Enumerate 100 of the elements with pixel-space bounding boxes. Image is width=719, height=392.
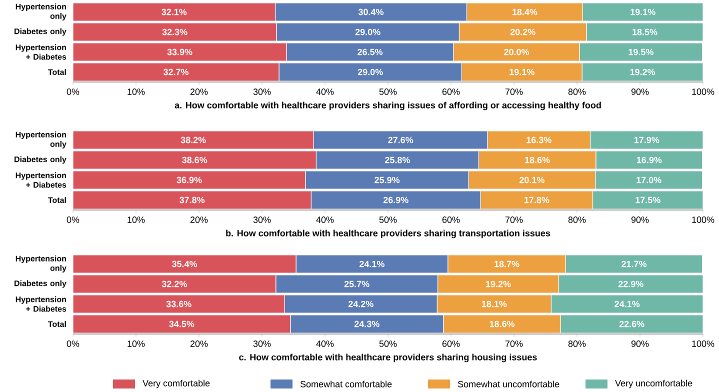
data-label: 16.3%	[526, 136, 552, 144]
data-label: 17.9%	[634, 136, 660, 144]
data-label: 32.2%	[162, 280, 187, 288]
x-tick-label: 80%	[568, 340, 586, 347]
x-axis-title: b. How comfortable with healthcare providers sharing transportation issues	[226, 230, 550, 238]
bar	[278, 62, 462, 82]
bar	[592, 190, 704, 210]
bar	[73, 170, 306, 190]
data-label: 24.1%	[614, 300, 640, 308]
bar	[582, 62, 704, 82]
data-label: 38.2%	[180, 136, 206, 144]
x-tick-label: 10%	[128, 340, 145, 347]
data-label: 18.6%	[490, 320, 515, 328]
data-label: 25.9%	[374, 176, 400, 184]
legend-label: Very uncomfortable	[615, 380, 692, 388]
y-tick-label: Hypertension + Diabetes	[16, 296, 66, 312]
bar	[286, 42, 454, 62]
bar	[558, 274, 704, 294]
data-label: 17.0%	[636, 176, 662, 184]
data-label: 18.5%	[632, 28, 658, 36]
data-label: 20.1%	[520, 176, 544, 184]
y-tick-label: Hypertension + Diabetes	[16, 44, 66, 60]
legend-label: Very comfortable	[142, 380, 210, 388]
y-tick-label: Total	[48, 321, 66, 327]
data-label: 34.5%	[169, 320, 194, 328]
y-tick-label: Total	[48, 69, 66, 75]
bar	[73, 294, 285, 314]
data-label: 18.1%	[482, 300, 507, 308]
bar	[73, 314, 291, 334]
x-tick-label: 30%	[253, 216, 271, 223]
x-tick-label: 0%	[66, 216, 80, 223]
x-tick-label: 70%	[505, 216, 523, 223]
bar	[461, 62, 582, 82]
data-label: 19.5%	[628, 48, 654, 56]
x-tick-label: 80%	[568, 216, 586, 223]
x-tick-label: 10%	[128, 88, 145, 95]
data-label: 19.1%	[630, 8, 656, 16]
data-label: 33.6%	[166, 300, 192, 308]
x-tick-label: 70%	[505, 340, 523, 347]
bar	[550, 294, 704, 314]
data-label: 24.3%	[354, 320, 380, 328]
data-label: 38.6%	[182, 156, 208, 164]
data-label: 20.2%	[510, 28, 536, 36]
y-tick-label: Hypertension only	[16, 132, 66, 148]
y-tick-label: Hypertension + Diabetes	[16, 172, 66, 188]
data-label: 19.1%	[510, 68, 534, 76]
x-tick-label: 60%	[442, 88, 460, 95]
data-label: 29.0%	[358, 68, 383, 76]
data-label: 32.3%	[162, 28, 188, 36]
bar	[443, 314, 561, 334]
x-tick-label: 40%	[316, 216, 334, 223]
data-label: 16.9%	[636, 156, 662, 164]
bar	[560, 314, 704, 334]
data-label: 21.7%	[622, 260, 647, 268]
x-tick-label: 50%	[379, 88, 397, 95]
bar	[73, 42, 287, 62]
bar	[276, 22, 460, 42]
bar	[73, 62, 280, 82]
y-tick-label: Diabetes only	[14, 156, 66, 164]
data-label: 33.9%	[167, 48, 192, 56]
bar	[73, 254, 296, 274]
x-tick-label: 20%	[190, 216, 208, 223]
x-tick-label: 90%	[631, 340, 649, 347]
data-label: 35.4%	[172, 260, 198, 268]
data-label: 17.8%	[524, 196, 550, 204]
bar	[274, 2, 468, 22]
bar	[296, 254, 448, 274]
data-label: 18.4%	[512, 8, 538, 16]
x-tick-label: 100%	[692, 88, 714, 95]
x-axis-title: c. How comfortable with healthcare providers sharing housing issues	[239, 354, 537, 362]
data-label: 24.1%	[360, 260, 384, 268]
x-tick-label: 90%	[631, 88, 649, 95]
data-label: 19.2%	[486, 280, 511, 288]
bar	[73, 2, 276, 22]
x-tick-label: 90%	[631, 216, 649, 223]
x-tick-label: 30%	[253, 88, 271, 95]
y-tick-label: Total	[48, 197, 66, 203]
bar	[466, 2, 583, 22]
data-label: 29.0%	[355, 28, 380, 36]
y-tick-label: Diabetes only	[14, 28, 66, 36]
data-label: 32.1%	[162, 8, 187, 16]
bar	[590, 130, 704, 150]
bar	[594, 170, 703, 190]
x-tick-label: 30%	[253, 340, 271, 347]
data-label: 32.7%	[163, 68, 189, 76]
x-tick-label: 0%	[66, 88, 80, 95]
data-label: 30.4%	[358, 8, 384, 16]
x-tick-label: 0%	[66, 340, 80, 347]
bar	[73, 274, 276, 294]
bar	[73, 22, 277, 42]
data-label: 24.2%	[348, 300, 374, 308]
data-label: 26.5%	[358, 48, 383, 56]
bar	[73, 150, 316, 170]
x-tick-label: 70%	[505, 88, 523, 95]
x-tick-label: 80%	[568, 88, 586, 95]
bar	[73, 190, 312, 210]
bar	[453, 42, 580, 62]
bar	[290, 314, 444, 334]
data-label: 25.8%	[385, 156, 410, 164]
x-tick-label: 20%	[190, 340, 208, 347]
